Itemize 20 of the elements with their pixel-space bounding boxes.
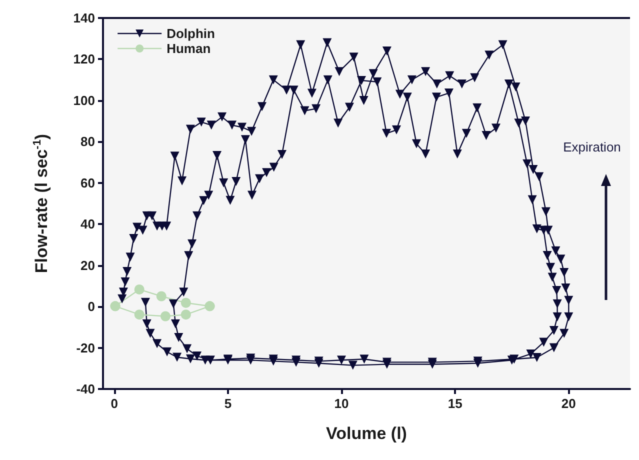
x-tick-label: 5 xyxy=(224,396,232,411)
x-tick-label: 15 xyxy=(448,396,462,411)
y-tick-label: -40 xyxy=(76,382,95,396)
y-tick-label: -20 xyxy=(76,340,95,356)
y-tick-label: 0 xyxy=(88,299,95,314)
y-tick-label: 20 xyxy=(80,258,95,273)
y-tick-label: 80 xyxy=(80,134,95,150)
x-tick-label: 20 xyxy=(561,396,576,411)
y-tick-label: 100 xyxy=(73,92,95,108)
y-tick-label: 120 xyxy=(73,52,95,67)
y-tick-label: 60 xyxy=(80,175,95,190)
y-tick-label: 140 xyxy=(73,10,95,26)
y-axis-title: Flow-rate (l sec-1) xyxy=(32,134,51,274)
x-tick-label: 10 xyxy=(334,396,349,411)
legend-label: Dolphin xyxy=(166,26,216,41)
legend-label: Human xyxy=(166,41,211,56)
x-axis-title: Volume (l) xyxy=(326,424,407,443)
annotation: Expiration xyxy=(563,140,621,154)
y-tick-label: 40 xyxy=(80,216,95,232)
x-tick-label: 0 xyxy=(110,396,118,411)
